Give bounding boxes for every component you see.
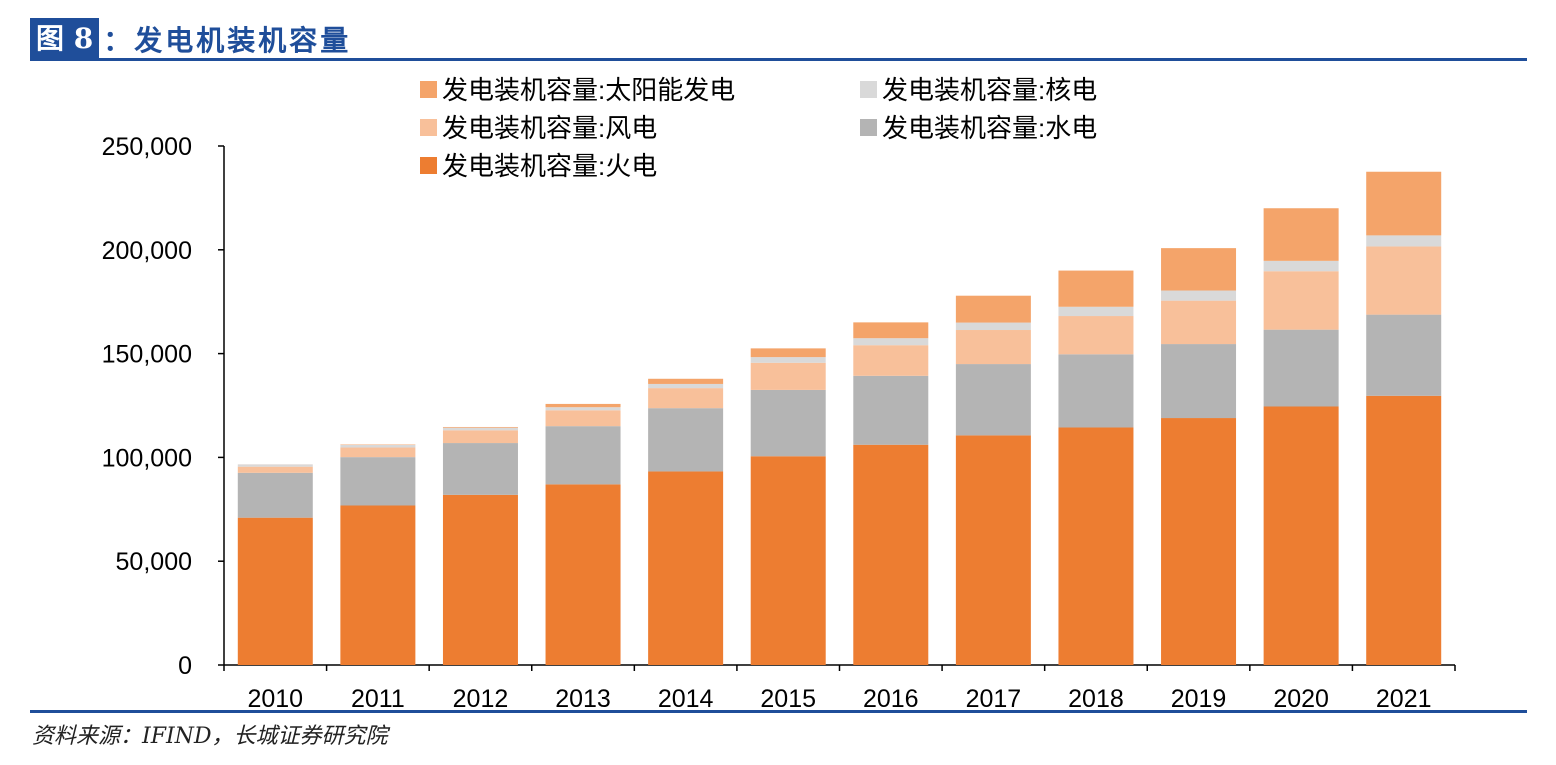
x-tick-label: 2021 [1376, 685, 1432, 713]
bar-segment [853, 444, 929, 665]
bar-segment [853, 345, 929, 376]
bar-segment [237, 466, 313, 473]
figure-number: 图 8 [30, 18, 100, 60]
legend-swatch [860, 81, 877, 98]
x-tick-label: 2016 [863, 685, 919, 713]
bar-segment [545, 426, 621, 485]
legend-label: 发电装机容量:水电 [882, 113, 1097, 143]
y-tick-label: 150,000 [102, 341, 192, 369]
bar-segment [545, 407, 621, 411]
bar-segment [1058, 270, 1134, 307]
source-note: 资料来源：IFIND，长城证券研究院 [32, 724, 388, 749]
bar-segment [545, 403, 621, 408]
y-tick-label: 0 [178, 652, 192, 680]
x-tick-label: 2015 [760, 685, 816, 713]
bar-segment [545, 410, 621, 427]
bar-segment [648, 471, 724, 665]
bar-segment [1366, 171, 1442, 236]
bar-segment [1263, 406, 1339, 665]
bar-segment [340, 457, 416, 506]
x-tick-label: 2019 [1171, 685, 1227, 713]
bar-segment [750, 362, 826, 390]
legend-swatch [420, 119, 437, 136]
bar-segment [1161, 418, 1237, 665]
bar-segment [648, 383, 724, 389]
bar-segment [648, 408, 724, 472]
x-tick-label: 2017 [966, 685, 1022, 713]
bar-segment [1366, 235, 1442, 247]
bar-segment [545, 484, 621, 665]
bar-segment [1366, 246, 1442, 315]
bar-segment [1058, 316, 1134, 355]
y-tick-label: 50,000 [116, 548, 192, 576]
bar-segment [340, 505, 416, 665]
bar-segment [237, 472, 313, 518]
bar-segment [1161, 290, 1237, 301]
legend-swatch [420, 157, 437, 174]
y-tick-label: 200,000 [102, 237, 192, 265]
x-tick-label: 2011 [351, 685, 405, 713]
x-tick-label: 2010 [247, 685, 303, 713]
legend-swatch [420, 81, 437, 98]
bar-segment [442, 443, 518, 495]
bar-segment [442, 427, 518, 431]
bar-segment [750, 357, 826, 363]
bar-segment [237, 464, 313, 467]
bar-segment [1263, 208, 1339, 261]
bar-segment [955, 322, 1031, 331]
bar-segment [442, 494, 518, 665]
legend-label: 发电装机容量:风电 [442, 113, 657, 143]
bar-segment [340, 444, 416, 448]
legend-label: 发电装机容量:太阳能发电 [442, 75, 735, 105]
bar-segment [1263, 260, 1339, 272]
y-tick-label: 250,000 [102, 133, 192, 161]
bar-segment [955, 435, 1031, 665]
bar-segment [955, 330, 1031, 365]
legend-label: 发电装机容量:核电 [882, 75, 1097, 105]
legend-swatch [860, 119, 877, 136]
bar-segment [1263, 329, 1339, 407]
bar-segment [853, 338, 929, 346]
bar-segment [340, 447, 416, 458]
x-tick-label: 2020 [1273, 685, 1329, 713]
bar-segment [1058, 354, 1134, 428]
bar-segment [237, 517, 313, 665]
bar-segment [955, 364, 1031, 436]
bar-segment [648, 378, 724, 384]
bar-segment [955, 295, 1031, 323]
bar-segment [750, 456, 826, 665]
figure-title: 图 8 ：发电机装机容量 [30, 18, 351, 60]
footer-divider [30, 710, 1527, 713]
x-tick-label: 2018 [1068, 685, 1124, 713]
bar-segment [853, 322, 929, 339]
bar-segment [853, 375, 929, 445]
bar-segment [1366, 395, 1442, 665]
bar-segment [750, 389, 826, 457]
bar-segment [442, 430, 518, 444]
bar-segment [1161, 300, 1237, 345]
x-tick-label: 2014 [658, 685, 714, 713]
bar-segment [750, 348, 826, 358]
bar-segment [1058, 306, 1134, 317]
bar-segment [1366, 314, 1442, 396]
y-tick-label: 100,000 [102, 444, 192, 472]
bar-segment [648, 388, 724, 409]
bar-segment [1161, 248, 1237, 291]
title-divider [30, 58, 1527, 61]
x-tick-label: 2012 [453, 685, 509, 713]
x-tick-label: 2013 [555, 685, 611, 713]
chart-title: ：发电机装机容量 [103, 24, 352, 57]
legend-label: 发电装机容量:火电 [442, 151, 657, 181]
bar-segment [1263, 271, 1339, 330]
bar-segment [1161, 344, 1237, 419]
bar-segment [1058, 427, 1134, 665]
bar-segment [442, 426, 518, 428]
